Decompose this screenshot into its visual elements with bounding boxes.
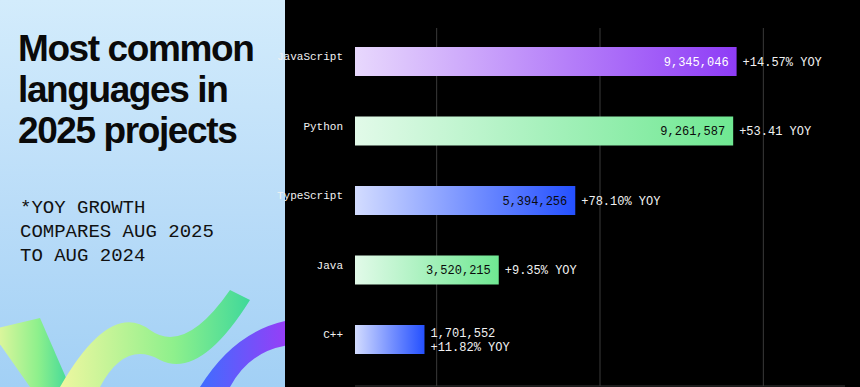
ribbon [200,320,285,387]
growth-label: +11.82% YOY [430,341,509,355]
category-label: TypeScript [277,190,343,202]
data-label: 1,701,552 [430,327,495,341]
ribbon [0,318,70,387]
growth-label: +78.10% YOY [581,195,660,209]
title: Most common languages in 2025 projects [18,28,280,151]
growth-label: +9.35% YOY [505,264,577,278]
category-label: JavaScript [277,51,343,63]
grid-line [763,28,764,386]
category-label: Python [303,121,343,133]
bar [355,117,733,146]
growth-label: +53.41 YOY [739,125,811,139]
subtitle: *YOY GROWTH COMPARES AUG 2025 TO AUG 202… [20,196,232,268]
bar [355,186,575,215]
axis-line [355,386,845,387]
category-label: Java [317,260,344,272]
data-label: 5,394,256 [502,195,567,209]
bars [355,47,737,354]
bar [355,325,424,354]
data-label: 3,520,215 [426,264,491,278]
category-label: C++ [323,329,343,341]
data-label: 9,261,587 [660,125,725,139]
bar [355,256,499,285]
chart: JavaScript 9,345,046 +14.57% YOY Python 9,26… [0,0,860,387]
left-panel: Most common languages in 2025 projects *… [0,0,285,387]
bar [355,47,737,76]
growth-label: +14.57% YOY [743,56,822,70]
data-label: 9,345,046 [664,56,729,70]
